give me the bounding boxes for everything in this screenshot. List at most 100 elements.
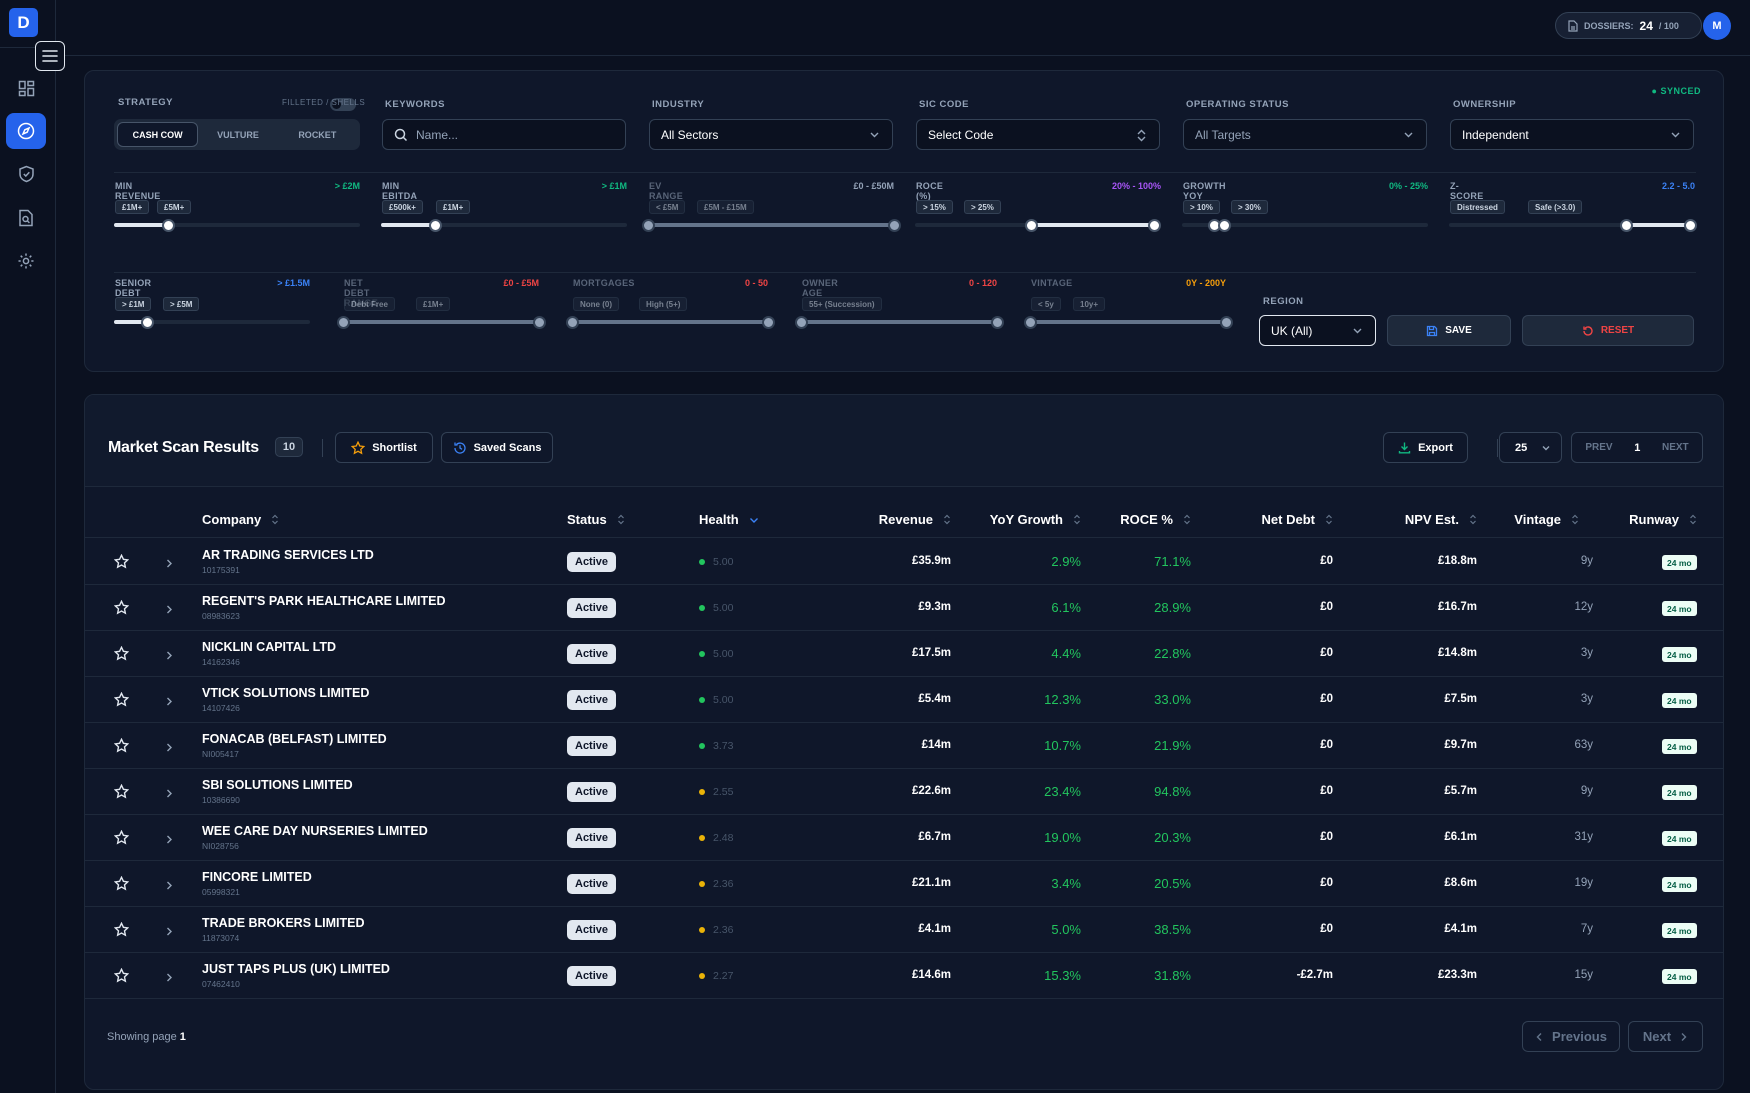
- app-logo[interactable]: D: [9, 8, 38, 37]
- slider-max-handle[interactable]: [1220, 315, 1233, 329]
- table-row[interactable]: FINCORE LIMITED 05998321 Active 2.36 £21.1m 3…: [85, 861, 1723, 907]
- previous-button[interactable]: Previous: [1522, 1021, 1620, 1052]
- slider-track[interactable]: [1182, 223, 1428, 227]
- table-row[interactable]: FONACAB (BELFAST) LIMITED NI005417 Active 3…: [85, 723, 1723, 769]
- column-header[interactable]: Status: [567, 512, 625, 527]
- preset-chip[interactable]: < 5y: [1031, 297, 1061, 311]
- slider-track[interactable]: [1449, 223, 1695, 227]
- expand-chevron-icon[interactable]: [165, 970, 173, 988]
- preset-chip[interactable]: High (5+): [639, 297, 688, 311]
- shortlist-star-icon[interactable]: [113, 691, 130, 712]
- slider-track[interactable]: [114, 223, 360, 227]
- industry-select[interactable]: All Sectors: [649, 119, 893, 150]
- column-header[interactable]: Vintage: [1514, 512, 1579, 527]
- expand-chevron-icon[interactable]: [165, 602, 173, 620]
- shortlist-star-icon[interactable]: [113, 829, 130, 850]
- shortlist-star-icon[interactable]: [113, 599, 130, 620]
- company-name[interactable]: WEE CARE DAY NURSERIES LIMITED: [202, 824, 428, 838]
- company-name[interactable]: FINCORE LIMITED: [202, 870, 312, 884]
- table-row[interactable]: REGENT'S PARK HEALTHCARE LIMITED 08983623…: [85, 585, 1723, 631]
- prev-page-button[interactable]: PREV: [1585, 442, 1613, 453]
- column-header[interactable]: Revenue: [879, 512, 951, 527]
- ownership-select[interactable]: Independent: [1450, 119, 1694, 150]
- table-row[interactable]: AR TRADING SERVICES LTD 10175391 Active 5.0…: [85, 539, 1723, 585]
- reset-button[interactable]: RESET: [1522, 315, 1694, 346]
- slider-min-handle[interactable]: [1024, 218, 1038, 232]
- slider-max-handle[interactable]: [141, 315, 155, 329]
- preset-chip[interactable]: £5M - £15M: [697, 200, 754, 214]
- column-header[interactable]: Runway: [1629, 512, 1697, 527]
- table-row[interactable]: SBI SOLUTIONS LIMITED 10386690 Active 2.55 £…: [85, 769, 1723, 815]
- shortlist-star-icon[interactable]: [113, 645, 130, 666]
- preset-chip[interactable]: None (0): [573, 297, 619, 311]
- preset-chip[interactable]: £5M+: [157, 200, 192, 214]
- table-row[interactable]: TRADE BROKERS LIMITED 11873074 Active 2.36 £…: [85, 907, 1723, 953]
- company-name[interactable]: NICKLIN CAPITAL LTD: [202, 640, 337, 654]
- slider-track[interactable]: [114, 320, 310, 324]
- column-header[interactable]: Company: [202, 512, 279, 527]
- table-row[interactable]: NICKLIN CAPITAL LTD 14162346 Active 5.00 £17…: [85, 631, 1723, 677]
- slider-min-handle[interactable]: [1620, 218, 1634, 232]
- shortlist-star-icon[interactable]: [113, 967, 130, 988]
- keywords-input[interactable]: Name...: [382, 119, 626, 150]
- slider-min-handle[interactable]: [642, 218, 655, 232]
- preset-chip[interactable]: £1M+: [115, 200, 150, 214]
- slider-track[interactable]: [381, 223, 627, 227]
- preset-chip[interactable]: Debt Free: [344, 297, 395, 311]
- company-name[interactable]: AR TRADING SERVICES LTD: [202, 548, 374, 562]
- preset-chip[interactable]: > 25%: [964, 200, 1001, 214]
- slider-max-handle[interactable]: [888, 218, 901, 232]
- expand-chevron-icon[interactable]: [165, 694, 173, 712]
- filleted-shells-toggle[interactable]: [330, 98, 356, 111]
- slider-max-handle[interactable]: [1684, 218, 1698, 232]
- preset-chip[interactable]: 10y+: [1073, 297, 1106, 311]
- export-button[interactable]: Export: [1383, 432, 1468, 463]
- slider-min-handle[interactable]: [566, 315, 579, 329]
- slider-min-handle[interactable]: [1024, 315, 1037, 329]
- expand-chevron-icon[interactable]: [165, 924, 173, 942]
- shortlist-star-icon[interactable]: [113, 737, 130, 758]
- shortlist-star-icon[interactable]: [113, 553, 130, 574]
- preset-chip[interactable]: £500k+: [382, 200, 423, 214]
- preset-chip[interactable]: > £1M: [115, 297, 152, 311]
- shortlist-star-icon[interactable]: [113, 783, 130, 804]
- slider-max-handle[interactable]: [429, 218, 443, 232]
- preset-chip[interactable]: £1M+: [416, 297, 451, 311]
- shortlist-star-icon[interactable]: [113, 921, 130, 942]
- slider-min-handle[interactable]: [337, 315, 350, 329]
- expand-chevron-icon[interactable]: [165, 832, 173, 850]
- shortlist-button[interactable]: Shortlist: [335, 432, 433, 463]
- strategy-vulture[interactable]: VULTURE: [217, 129, 259, 140]
- preset-chip[interactable]: > 10%: [1183, 200, 1220, 214]
- strategy-rocket[interactable]: ROCKET: [298, 129, 337, 140]
- dossier-counter[interactable]: DOSSIERS: 24 / 100: [1555, 12, 1702, 39]
- slider-min-handle[interactable]: [795, 315, 808, 329]
- slider-max-handle[interactable]: [1217, 218, 1231, 232]
- preset-chip[interactable]: > 15%: [916, 200, 953, 214]
- company-name[interactable]: JUST TAPS PLUS (UK) LIMITED: [202, 962, 390, 976]
- table-row[interactable]: JUST TAPS PLUS (UK) LIMITED 07462410 Activ…: [85, 953, 1723, 999]
- page-size-select[interactable]: 25: [1499, 432, 1562, 463]
- nav-security[interactable]: [6, 156, 46, 192]
- company-name[interactable]: FONACAB (BELFAST) LIMITED: [202, 732, 387, 746]
- shortlist-star-icon[interactable]: [113, 875, 130, 896]
- expand-chevron-icon[interactable]: [165, 648, 173, 666]
- preset-chip[interactable]: 55+ (Succession): [802, 297, 882, 311]
- preset-chip[interactable]: < £5M: [649, 200, 686, 214]
- preset-chip[interactable]: £1M+: [436, 200, 471, 214]
- nav-explore[interactable]: [6, 113, 46, 149]
- slider-max-handle[interactable]: [1147, 218, 1161, 232]
- nav-dashboard[interactable]: [6, 70, 46, 106]
- preset-chip[interactable]: Distressed: [1450, 200, 1505, 214]
- save-button[interactable]: SAVE: [1387, 315, 1511, 346]
- menu-toggle-button[interactable]: [35, 41, 65, 71]
- preset-chip[interactable]: > 30%: [1231, 200, 1268, 214]
- company-name[interactable]: TRADE BROKERS LIMITED: [202, 916, 365, 930]
- expand-chevron-icon[interactable]: [165, 786, 173, 804]
- saved-scans-button[interactable]: Saved Scans: [441, 432, 553, 463]
- nav-settings[interactable]: [6, 243, 46, 279]
- region-select[interactable]: UK (All): [1259, 315, 1376, 346]
- column-header[interactable]: NPV Est.: [1405, 512, 1477, 527]
- slider-max-handle[interactable]: [162, 218, 176, 232]
- preset-chip[interactable]: Safe (>3.0): [1528, 200, 1583, 214]
